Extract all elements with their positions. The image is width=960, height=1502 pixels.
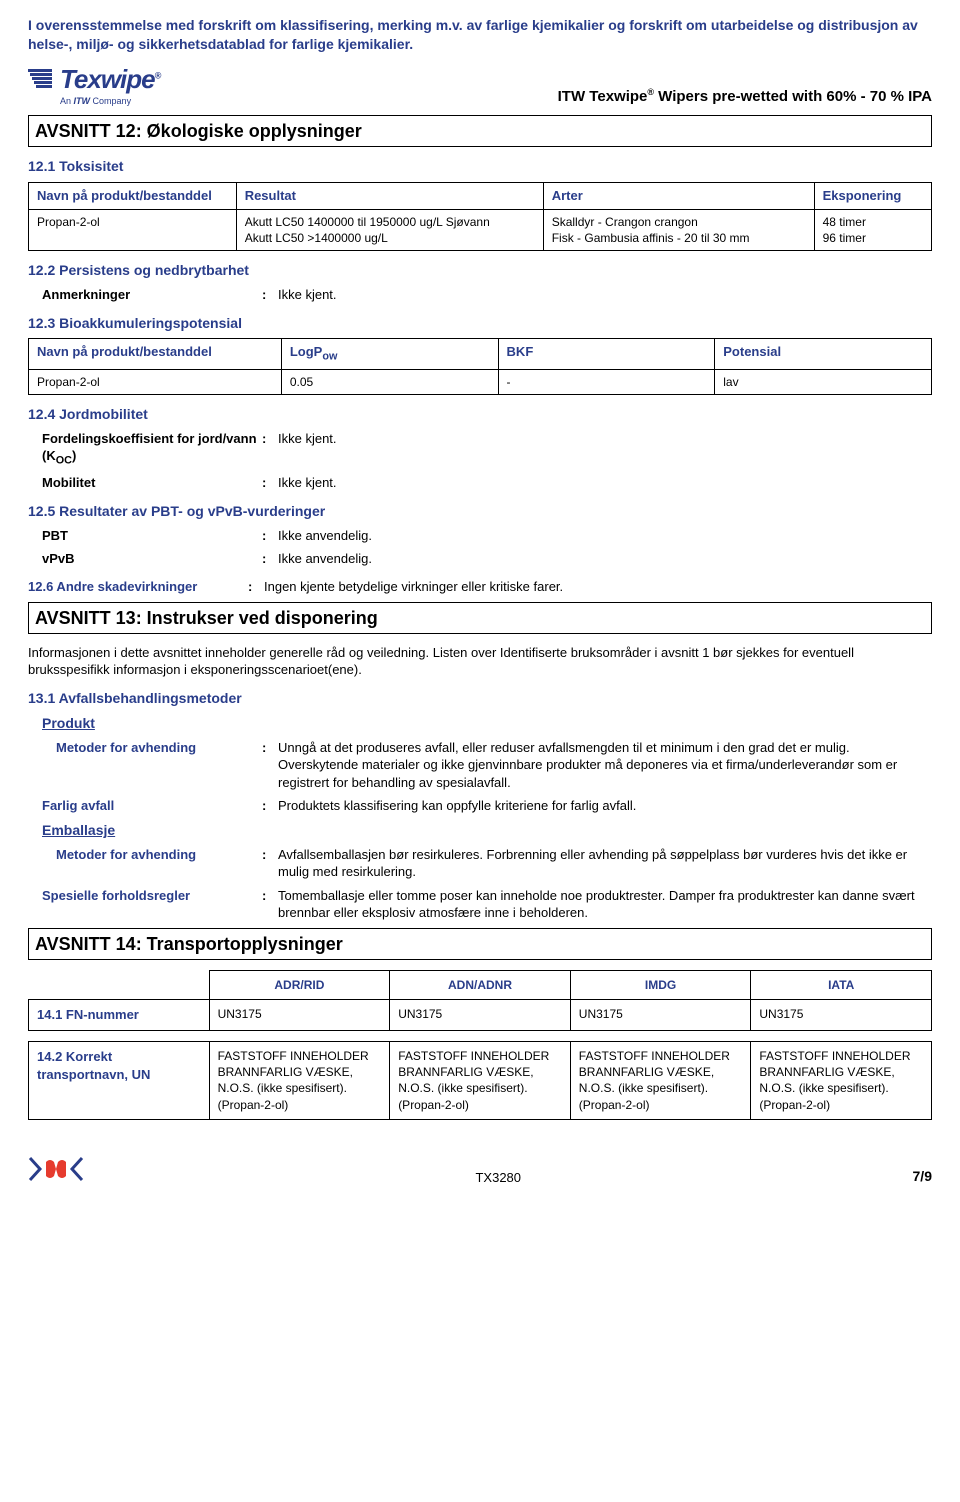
mobilitet-row: Mobilitet : Ikke kjent. bbox=[42, 474, 932, 492]
product-title: ITW Texwipe® Wipers pre-wetted with 60% … bbox=[558, 86, 932, 107]
vpvb-row: vPvB : Ikke anvendelig. bbox=[42, 550, 932, 568]
section-12-title: AVSNITT 12: Økologiske opplysninger bbox=[35, 121, 362, 141]
logo: Texwipe® An ITW Company bbox=[28, 62, 160, 107]
farlig-avfall-row: Farlig avfall : Produktets klassifiserin… bbox=[42, 797, 932, 815]
tox-col-result: Resultat bbox=[236, 183, 543, 210]
footer-logo-icon bbox=[28, 1156, 84, 1187]
transport-table: ADR/RID ADN/ADNR IMDG IATA 14.1 FN-numme… bbox=[28, 970, 932, 1031]
metoder-2-value: Avfallsemballasjen bør resirkuleres. For… bbox=[278, 846, 932, 881]
heading-12-5: 12.5 Resultater av PBT- og vPvB-vurderin… bbox=[28, 502, 932, 521]
row-14-2-label: 14.2 Korrekt transportnavn, UN bbox=[29, 1042, 210, 1120]
farlig-avfall-label: Farlig avfall bbox=[42, 797, 262, 815]
heading-12-1: 12.1 Toksisitet bbox=[28, 157, 932, 176]
emballasje-label: Emballasje bbox=[42, 821, 932, 840]
section-13-title: AVSNITT 13: Instrukser ved disponering bbox=[35, 608, 378, 628]
produkt-label: Produkt bbox=[42, 714, 932, 733]
row-14-1-label: 14.1 FN-nummer bbox=[29, 1000, 210, 1031]
metoder-1-label: Metoder for avhending bbox=[56, 739, 262, 792]
spesielle-row: Spesielle forholdsregler : Tomemballasje… bbox=[42, 887, 932, 922]
table-row: Propan-2-ol 0.05 - lav bbox=[29, 369, 932, 394]
footer-code: TX3280 bbox=[475, 1169, 521, 1187]
vpvb-value: Ikke anvendelig. bbox=[278, 550, 932, 568]
section-14-header: AVSNITT 14: Transportopplysninger bbox=[28, 928, 932, 960]
fordeling-label: Fordelingskoeffisient for jord/vann (KOC… bbox=[42, 430, 262, 469]
table-row: 14.2 Korrekt transportnavn, UN FASTSTOFF… bbox=[29, 1042, 932, 1120]
anmerkninger-label: Anmerkninger bbox=[42, 286, 262, 304]
toxicity-table: Navn på produkt/bestanddel Resultat Arte… bbox=[28, 182, 932, 251]
farlig-avfall-value: Produktets klassifisering kan oppfylle k… bbox=[278, 797, 932, 815]
spesielle-value: Tomemballasje eller tomme poser kan inne… bbox=[278, 887, 932, 922]
transport-table-2: 14.2 Korrekt transportnavn, UN FASTSTOFF… bbox=[28, 1041, 932, 1120]
col-adn: ADN/ADNR bbox=[390, 971, 571, 1000]
vpvb-label: vPvB bbox=[42, 550, 262, 568]
pbt-value: Ikke anvendelig. bbox=[278, 527, 932, 545]
col-imdg: IMDG bbox=[570, 971, 751, 1000]
table-row: 14.1 FN-nummer UN3175 UN3175 UN3175 UN31… bbox=[29, 1000, 932, 1031]
bio-col-bkf: BKF bbox=[498, 339, 715, 369]
heading-12-4: 12.4 Jordmobilitet bbox=[28, 405, 932, 424]
bio-col-name: Navn på produkt/bestanddel bbox=[29, 339, 282, 369]
heading-13-1: 13.1 Avfallsbehandlingsmetoder bbox=[28, 689, 932, 708]
section-13-header: AVSNITT 13: Instrukser ved disponering bbox=[28, 602, 932, 634]
section-14-title: AVSNITT 14: Transportopplysninger bbox=[35, 934, 343, 954]
metoder-avhending-1-row: Metoder for avhending : Unngå at det pro… bbox=[56, 739, 932, 792]
persistens-row: Anmerkninger : Ikke kjent. bbox=[42, 286, 932, 304]
pbt-label: PBT bbox=[42, 527, 262, 545]
metoder-avhending-2-row: Metoder for avhending : Avfallsemballasj… bbox=[56, 846, 932, 881]
tox-col-name: Navn på produkt/bestanddel bbox=[29, 183, 237, 210]
header-row: Texwipe® An ITW Company ITW Texwipe® Wip… bbox=[28, 62, 932, 107]
section-12-header: AVSNITT 12: Økologiske opplysninger bbox=[28, 115, 932, 147]
col-iata: IATA bbox=[751, 971, 932, 1000]
mobilitet-label: Mobilitet bbox=[42, 474, 262, 492]
heading-12-3: 12.3 Bioakkumuleringspotensial bbox=[28, 314, 932, 333]
metoder-1-value: Unngå at det produseres avfall, eller re… bbox=[278, 739, 932, 792]
pbt-row: PBT : Ikke anvendelig. bbox=[42, 527, 932, 545]
spesielle-label: Spesielle forholdsregler bbox=[42, 887, 262, 922]
footer: TX3280 7/9 bbox=[28, 1156, 932, 1187]
heading-12-6: 12.6 Andre skadevirkninger bbox=[28, 578, 248, 596]
section-13-intro: Informasjonen i dette avsnittet innehold… bbox=[28, 644, 932, 679]
andre-skade-row: 12.6 Andre skadevirkninger : Ingen kjent… bbox=[28, 578, 932, 596]
logo-subtitle: An ITW Company bbox=[60, 95, 160, 107]
mobilitet-value: Ikke kjent. bbox=[278, 474, 932, 492]
andre-skade-value: Ingen kjente betydelige virkninger eller… bbox=[264, 578, 932, 596]
texwipe-logo-icon bbox=[28, 67, 56, 91]
heading-12-2: 12.2 Persistens og nedbrytbarhet bbox=[28, 261, 932, 280]
table-row: Propan-2-ol Akutt LC50 1400000 til 19500… bbox=[29, 209, 932, 250]
footer-page: 7/9 bbox=[913, 1167, 932, 1186]
metoder-2-label: Metoder for avhending bbox=[56, 846, 262, 881]
logo-text: Texwipe® bbox=[60, 62, 160, 97]
bio-col-logpow: LogPow bbox=[281, 339, 498, 369]
tox-col-exposure: Eksponering bbox=[814, 183, 931, 210]
bioaccum-table: Navn på produkt/bestanddel LogPow BKF Po… bbox=[28, 338, 932, 394]
fordeling-row: Fordelingskoeffisient for jord/vann (KOC… bbox=[42, 430, 932, 469]
col-adr: ADR/RID bbox=[209, 971, 390, 1000]
regulation-note: I overensstemmelse med forskrift om klas… bbox=[28, 16, 932, 54]
fordeling-value: Ikke kjent. bbox=[278, 430, 932, 469]
bio-col-potensial: Potensial bbox=[715, 339, 932, 369]
anmerkninger-value: Ikke kjent. bbox=[278, 286, 932, 304]
tox-col-species: Arter bbox=[543, 183, 814, 210]
